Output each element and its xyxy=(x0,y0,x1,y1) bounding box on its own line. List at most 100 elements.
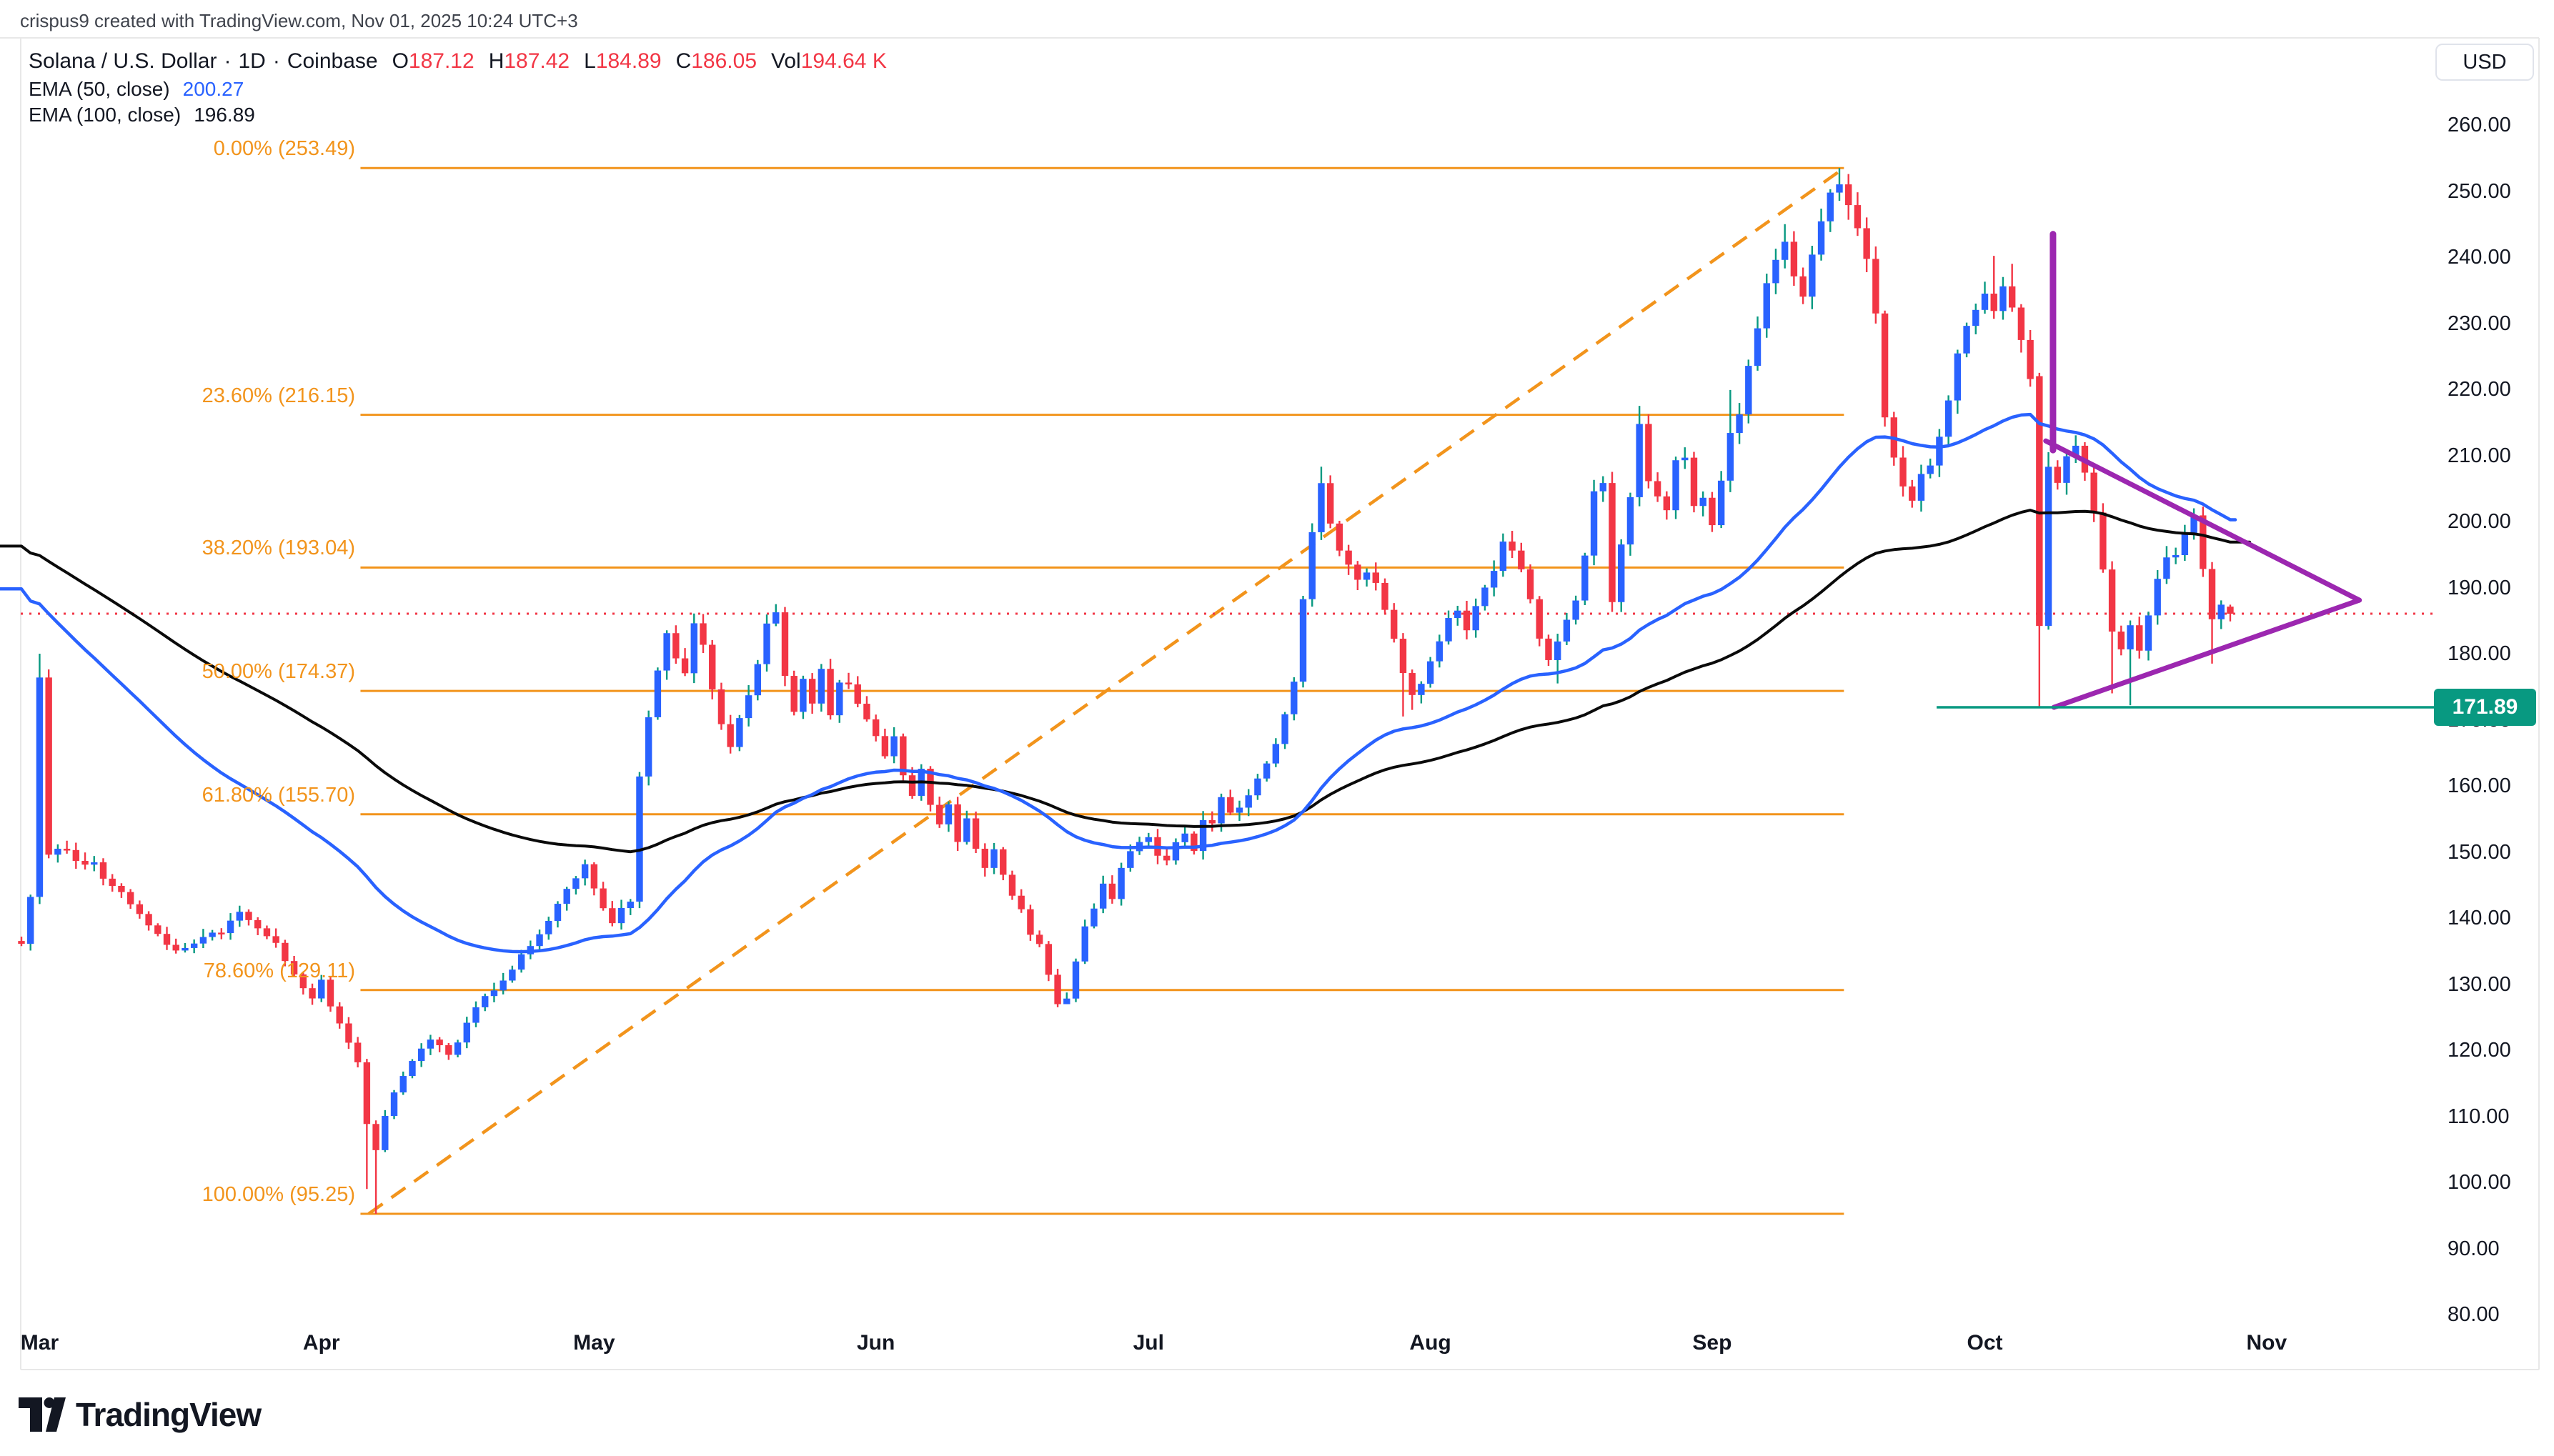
candle-body xyxy=(45,677,52,855)
currency-unit-button[interactable]: USD xyxy=(2435,44,2534,81)
candle-body xyxy=(572,878,580,889)
candle-body xyxy=(1490,571,1498,588)
candle-body xyxy=(827,669,834,716)
candle-body xyxy=(1754,328,1762,367)
candle-body xyxy=(1927,465,1934,474)
pane-legend: Solana / U.S. Dollar · 1D · Coinbase O187.12 H… xyxy=(29,47,887,127)
ema-50-line xyxy=(0,412,2237,954)
candle-body xyxy=(745,695,752,719)
indicator-row[interactable]: EMA (50, close) 200.27 xyxy=(29,77,887,101)
indicator-rows: EMA (50, close) 200.27 EMA (100, close) 196… xyxy=(29,77,887,127)
triangle-descending-line xyxy=(2043,438,2362,603)
candle-body xyxy=(490,990,498,997)
candle-body xyxy=(1454,610,1461,619)
candle-body xyxy=(390,1092,398,1117)
candle-body xyxy=(445,1045,452,1055)
candle-body xyxy=(1609,483,1616,602)
candle-body xyxy=(2090,472,2097,513)
candle-body xyxy=(2172,555,2180,558)
candle-body xyxy=(808,679,816,704)
ohlc-key: C xyxy=(675,49,692,73)
candle-body xyxy=(282,942,289,962)
candle-body xyxy=(417,1048,425,1062)
candle-body xyxy=(227,920,234,934)
candle-body xyxy=(1936,437,1943,466)
candle-body xyxy=(1972,309,1979,326)
interval-label[interactable]: 1D xyxy=(238,49,266,73)
candle-body xyxy=(2036,376,2043,627)
price-tick-label: 190.00 xyxy=(2448,576,2511,599)
indicator-value: 196.89 xyxy=(194,104,255,126)
candle-body xyxy=(318,979,325,999)
candle-body xyxy=(1899,457,1907,487)
candle-body xyxy=(1563,619,1571,642)
candle-body xyxy=(954,804,961,842)
price-tick-label: 230.00 xyxy=(2448,311,2511,335)
price-tick-label: 220.00 xyxy=(2448,378,2511,401)
month-tick-label: Sep xyxy=(1692,1331,1732,1355)
candle-body xyxy=(936,804,943,824)
candle-body xyxy=(627,902,634,909)
candle-body xyxy=(2108,569,2116,632)
candle-body xyxy=(1954,353,1962,401)
candle-body xyxy=(1445,618,1452,642)
candle-body xyxy=(1326,483,1334,524)
candle-body xyxy=(581,864,589,879)
candle-body xyxy=(1599,483,1606,492)
candle-body xyxy=(399,1076,407,1093)
candle-body xyxy=(763,623,770,664)
candle-body xyxy=(800,679,807,712)
candle-body xyxy=(818,669,825,704)
candle-body xyxy=(63,849,71,851)
candle-body xyxy=(1772,259,1779,284)
candle-body xyxy=(1090,908,1098,927)
indicator-value: 200.27 xyxy=(182,78,244,100)
candle-body xyxy=(1872,259,1879,314)
candle-body xyxy=(2008,286,2016,308)
candle-body xyxy=(836,682,843,716)
candle-body xyxy=(363,1062,371,1125)
candle-body xyxy=(91,862,98,865)
candle-body xyxy=(1854,205,1862,229)
candle-body xyxy=(1263,763,1271,779)
candle-body xyxy=(1127,851,1134,868)
candle-body xyxy=(2208,569,2216,619)
candle-body xyxy=(1827,192,1834,221)
candle-body xyxy=(1000,849,1007,875)
candle-body xyxy=(199,937,207,944)
candle-body xyxy=(163,934,171,945)
price-tick-label: 250.00 xyxy=(2448,179,2511,203)
symbol-row[interactable]: Solana / U.S. Dollar · 1D · Coinbase O187.12 H… xyxy=(29,47,887,76)
candle-body xyxy=(1399,639,1407,674)
candle-body xyxy=(927,769,934,805)
candle-body xyxy=(2136,625,2143,651)
candle-body xyxy=(18,941,25,944)
candle-body xyxy=(1572,600,1579,620)
candle-body xyxy=(554,904,562,922)
indicator-row[interactable]: EMA (100, close) 196.89 xyxy=(29,103,887,127)
candle-body xyxy=(1054,974,1061,1004)
candle-body xyxy=(1717,480,1725,526)
candle-body xyxy=(1654,481,1661,497)
tradingview-logo[interactable]: TradingView xyxy=(19,1396,262,1433)
candle-body xyxy=(663,633,670,671)
candle-body xyxy=(1426,661,1434,684)
candle-body xyxy=(590,864,598,889)
price-tick-label: 160.00 xyxy=(2448,774,2511,797)
candle-body xyxy=(272,936,279,943)
candle-body xyxy=(2181,534,2189,556)
candle-body xyxy=(1799,276,1807,297)
candle-body xyxy=(1481,587,1489,607)
support-price-label-badge: 171.89 xyxy=(2434,689,2536,726)
fib-trend-dashed-line xyxy=(367,166,1845,1215)
candle-body xyxy=(1736,414,1743,434)
candle-body xyxy=(1681,457,1689,461)
candle-body xyxy=(845,682,853,684)
candle-body xyxy=(717,689,725,724)
candle-body xyxy=(1145,837,1152,842)
candle-body xyxy=(681,658,689,674)
candle-body xyxy=(1817,221,1825,255)
candle-body xyxy=(1672,460,1679,511)
